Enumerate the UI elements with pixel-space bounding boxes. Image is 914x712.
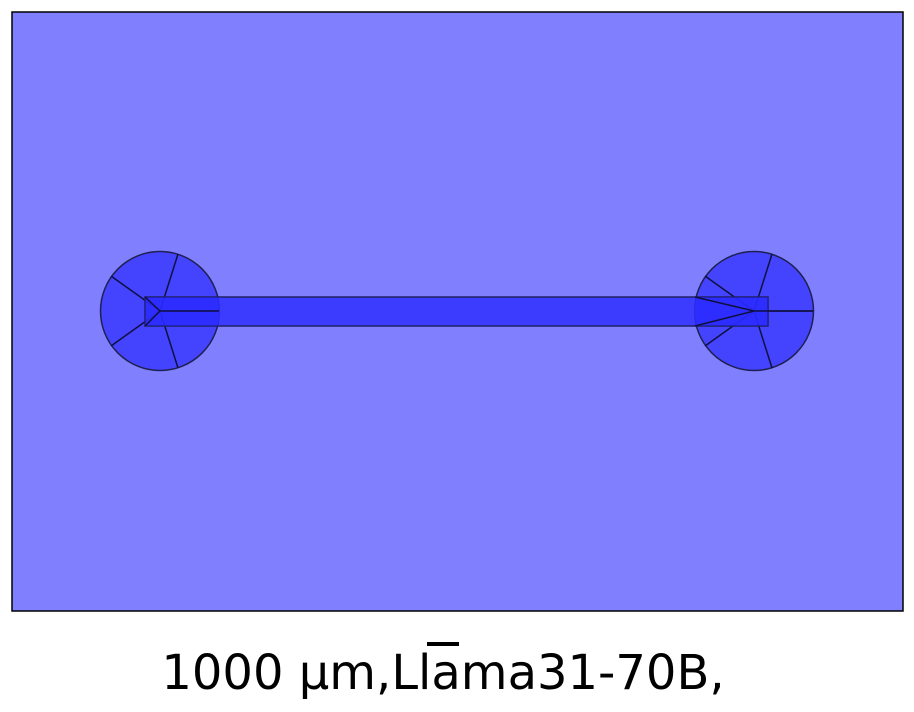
scale-caption: 1000 μm,Llama31-70B, xyxy=(161,645,725,701)
channel xyxy=(144,296,813,327)
caption-overline-mark xyxy=(427,642,459,646)
